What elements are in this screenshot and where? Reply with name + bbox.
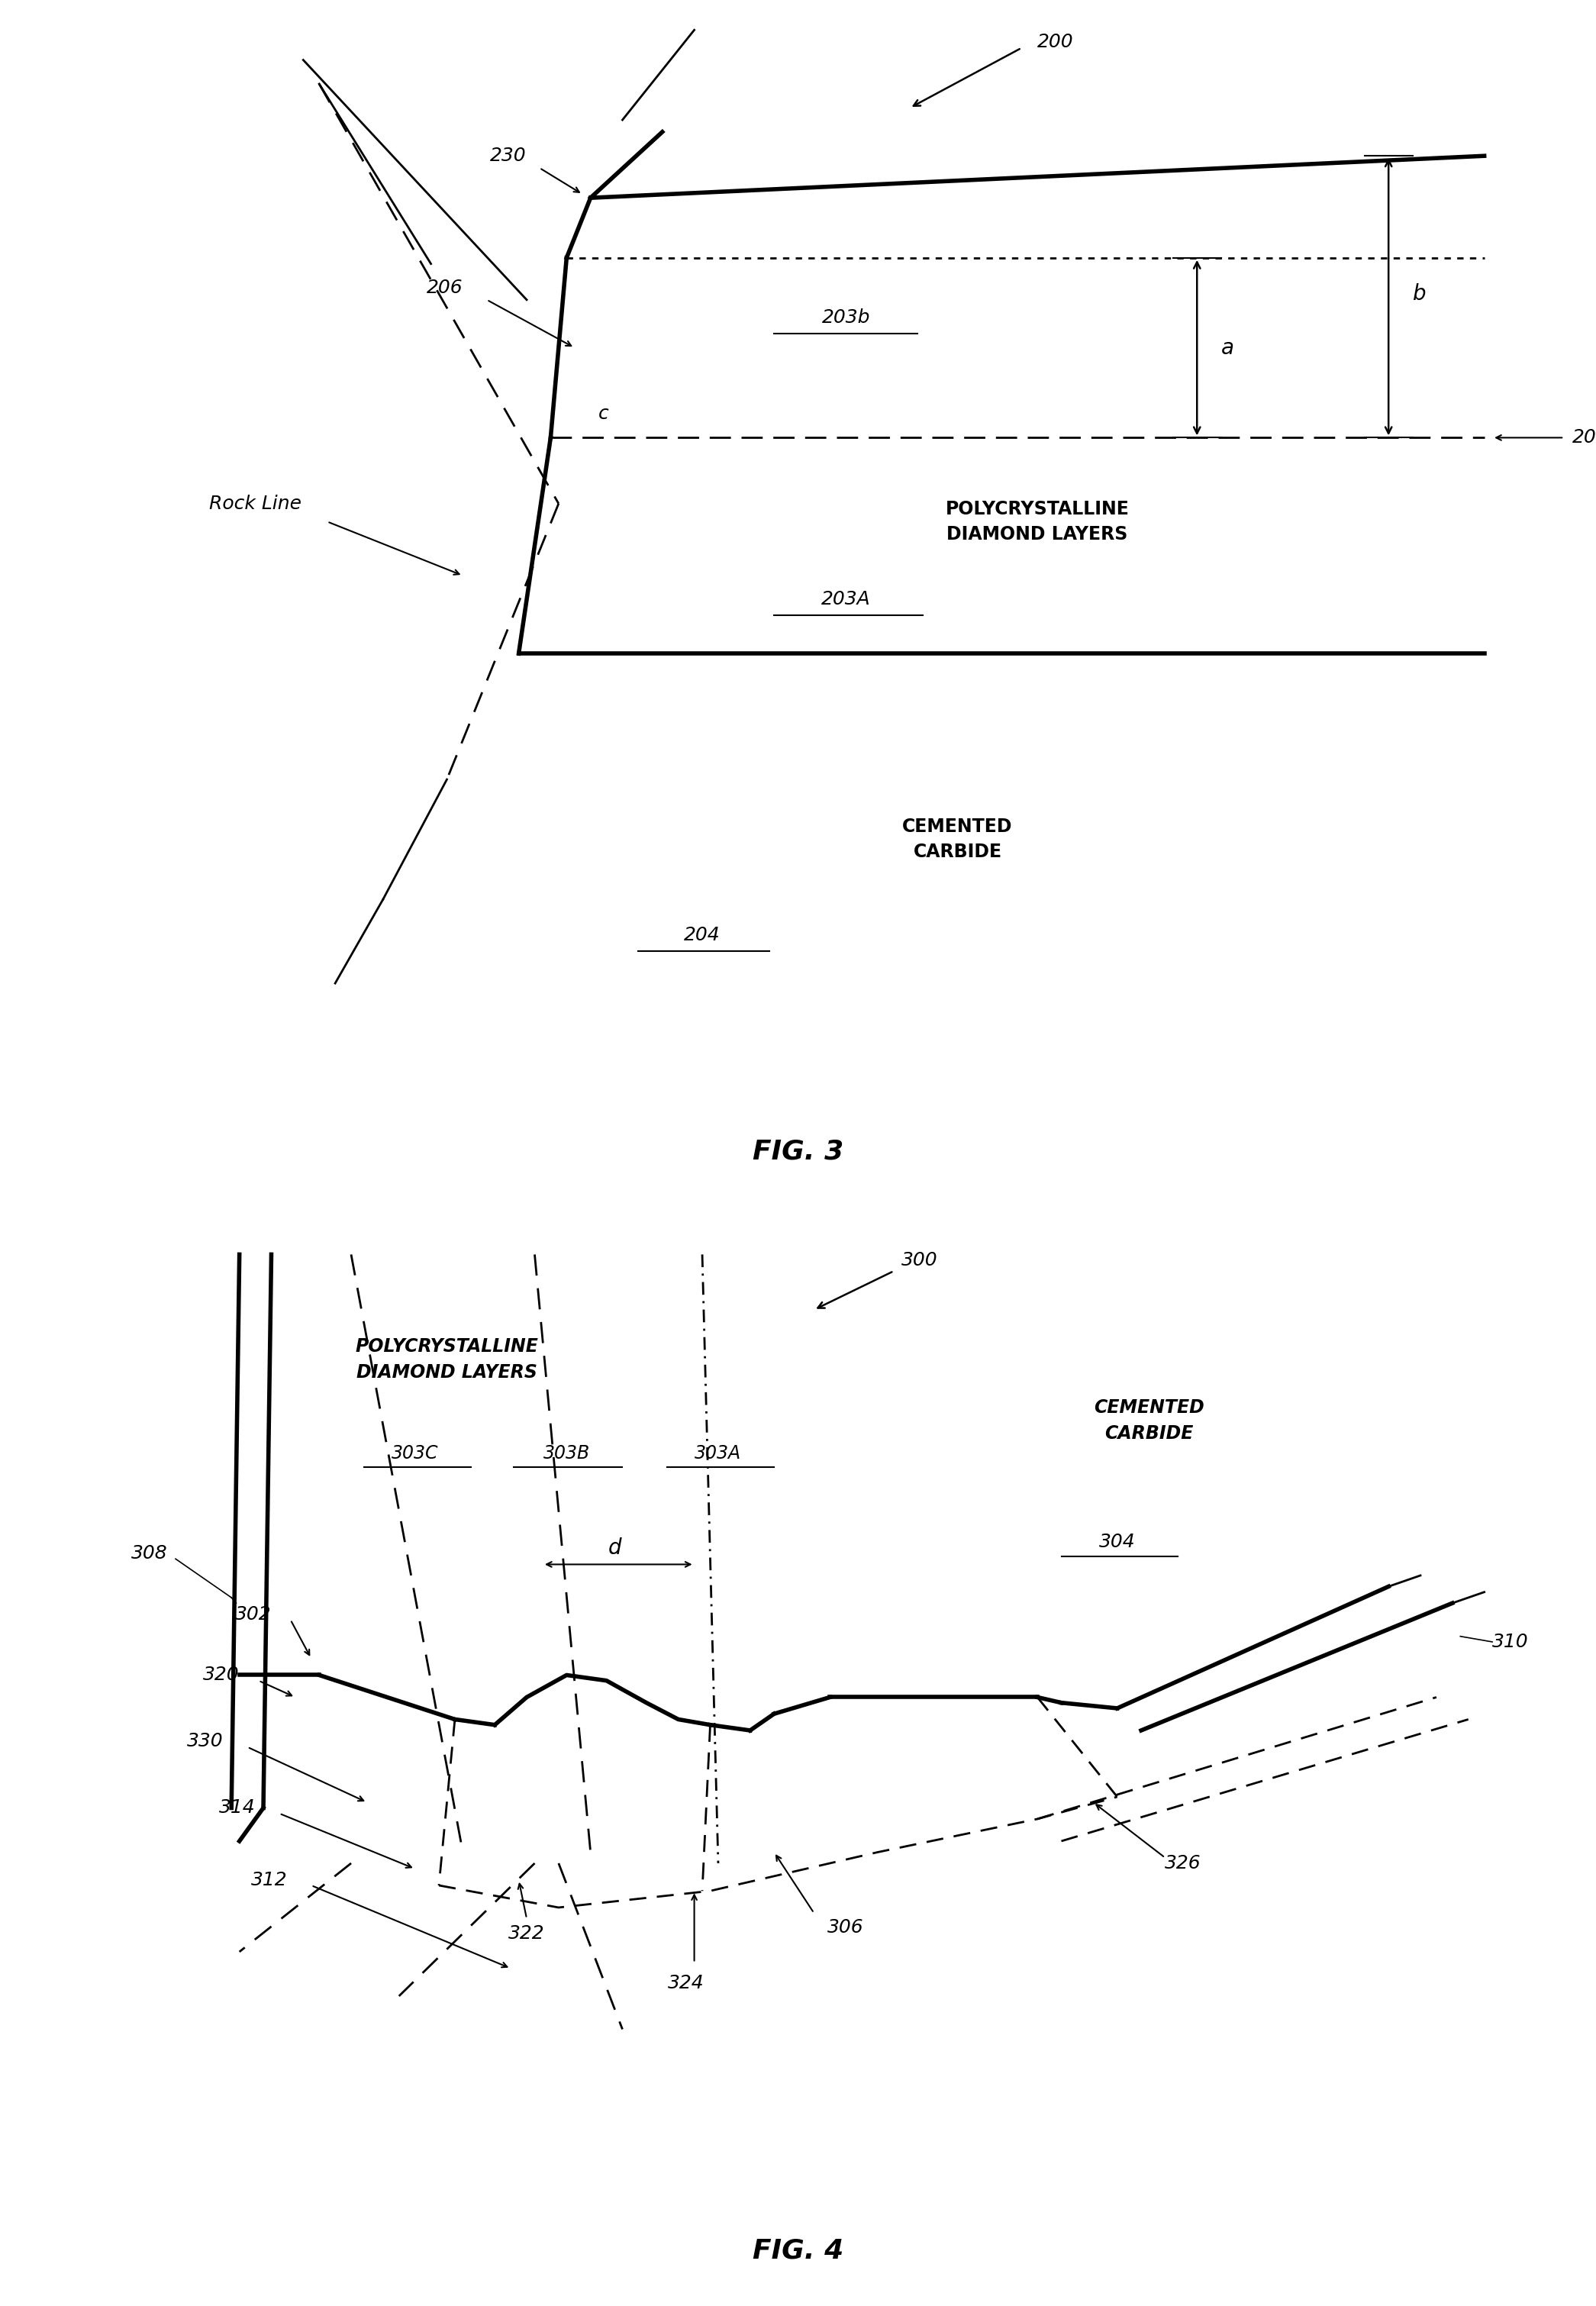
Text: 320: 320 [203, 1665, 239, 1683]
Text: CEMENTED
CARBIDE: CEMENTED CARBIDE [1093, 1397, 1205, 1444]
Text: 306: 306 [828, 1919, 863, 1937]
Text: FIG. 4: FIG. 4 [752, 2237, 844, 2264]
Text: 204: 204 [685, 927, 720, 945]
Text: 312: 312 [251, 1870, 287, 1889]
Text: 203A: 203A [822, 590, 870, 609]
Text: 308: 308 [131, 1545, 168, 1563]
Text: d: d [608, 1538, 621, 1559]
Text: 303B: 303B [543, 1444, 591, 1462]
Text: 303A: 303A [694, 1444, 742, 1462]
Text: a: a [1221, 337, 1234, 357]
Text: 304: 304 [1100, 1533, 1135, 1552]
Text: POLYCRYSTALLINE
DIAMOND LAYERS: POLYCRYSTALLINE DIAMOND LAYERS [356, 1337, 538, 1381]
Text: FIG. 3: FIG. 3 [752, 1139, 844, 1165]
Text: 203b: 203b [822, 309, 870, 327]
Text: 202: 202 [1572, 429, 1596, 447]
Text: Rock Line: Rock Line [209, 493, 302, 512]
Text: 310: 310 [1492, 1633, 1529, 1651]
Text: 302: 302 [235, 1605, 271, 1623]
Text: 200: 200 [1037, 32, 1074, 51]
Text: POLYCRYSTALLINE
DIAMOND LAYERS: POLYCRYSTALLINE DIAMOND LAYERS [945, 500, 1130, 544]
Text: c: c [598, 404, 610, 422]
Text: 206: 206 [426, 279, 463, 297]
Text: 324: 324 [669, 1974, 704, 1992]
Text: b: b [1412, 284, 1425, 304]
Text: 303C: 303C [391, 1444, 439, 1462]
Text: 330: 330 [187, 1732, 223, 1750]
Text: 230: 230 [490, 148, 527, 166]
Text: 322: 322 [509, 1923, 544, 1942]
Text: 314: 314 [219, 1799, 255, 1817]
Text: 326: 326 [1165, 1854, 1202, 1872]
Text: CEMENTED
CARBIDE: CEMENTED CARBIDE [902, 816, 1013, 862]
Text: 300: 300 [902, 1250, 938, 1268]
